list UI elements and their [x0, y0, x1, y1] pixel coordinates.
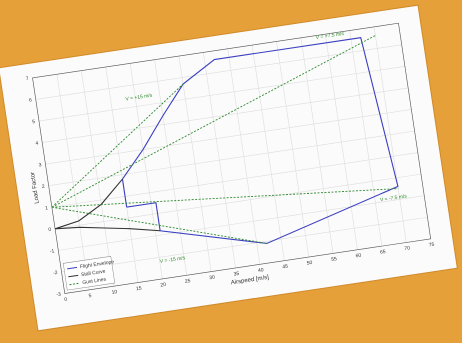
x-tick-label: 35	[233, 271, 240, 278]
y-tick-label: 1	[45, 205, 49, 211]
x-axis-label: Airspeed [m/s]	[230, 275, 269, 287]
legend-label: Flight Envelope	[80, 259, 115, 270]
series-line	[121, 37, 399, 245]
y-tick-label: 3	[38, 162, 42, 168]
x-tick-label: 55	[331, 256, 338, 263]
x-tick-label: 45	[282, 264, 289, 271]
legend-swatch	[68, 274, 79, 278]
x-tick-label: 30	[209, 274, 216, 281]
paper-sheet	[0, 4, 458, 332]
x-tick-label: 25	[184, 278, 191, 285]
x-tick-label: 50	[306, 260, 313, 267]
x-tick-label: 75	[428, 242, 435, 249]
series-line	[54, 178, 161, 232]
legend-label: Gust Lines	[82, 277, 107, 287]
x-tick-label: 20	[160, 282, 167, 289]
grid-line	[58, 195, 425, 251]
legend-label: Stall Curve	[81, 269, 106, 279]
grid-line	[51, 152, 418, 208]
x-tick-label: 70	[404, 245, 411, 252]
grid-line	[61, 216, 428, 273]
grid-line	[38, 66, 405, 122]
x-tick-label: 0	[64, 297, 68, 303]
grid-line	[45, 109, 412, 165]
y-tick-label: 4	[35, 140, 39, 146]
y-tick-label: -3	[56, 291, 62, 298]
grid-line	[48, 130, 415, 187]
annotation: V = -7.5 m/s	[380, 193, 408, 203]
x-tick-label: 60	[355, 253, 362, 260]
y-tick-label: 6	[29, 97, 33, 103]
y-tick-label: 0	[48, 227, 52, 233]
y-axis-label: Load Factor	[30, 171, 41, 204]
series-line	[51, 35, 399, 244]
x-tick-label: 15	[136, 285, 143, 292]
annotation: V = +15 m/s	[125, 93, 153, 103]
x-tick-label: 10	[111, 289, 118, 296]
legend-swatch	[67, 266, 78, 270]
y-tick-label: 7	[25, 76, 29, 82]
x-tick-label: 40	[258, 267, 265, 274]
plot-frame	[32, 22, 432, 294]
y-tick-label: -2	[53, 270, 59, 277]
y-tick-label: 2	[42, 184, 46, 190]
annotation: V = -15 m/s	[159, 255, 186, 265]
legend-box	[63, 256, 116, 291]
annotation: V = +7.5 m/s	[315, 31, 344, 41]
x-tick-label: 65	[380, 249, 387, 256]
legend-swatch	[69, 282, 80, 286]
y-tick-label: -1	[50, 248, 56, 255]
paper: 051015202530354045505560657075-3-2-10123…	[0, 4, 458, 332]
y-tick-label: 5	[32, 119, 36, 125]
grid-line	[55, 173, 422, 230]
x-tick-label: 5	[88, 293, 92, 299]
